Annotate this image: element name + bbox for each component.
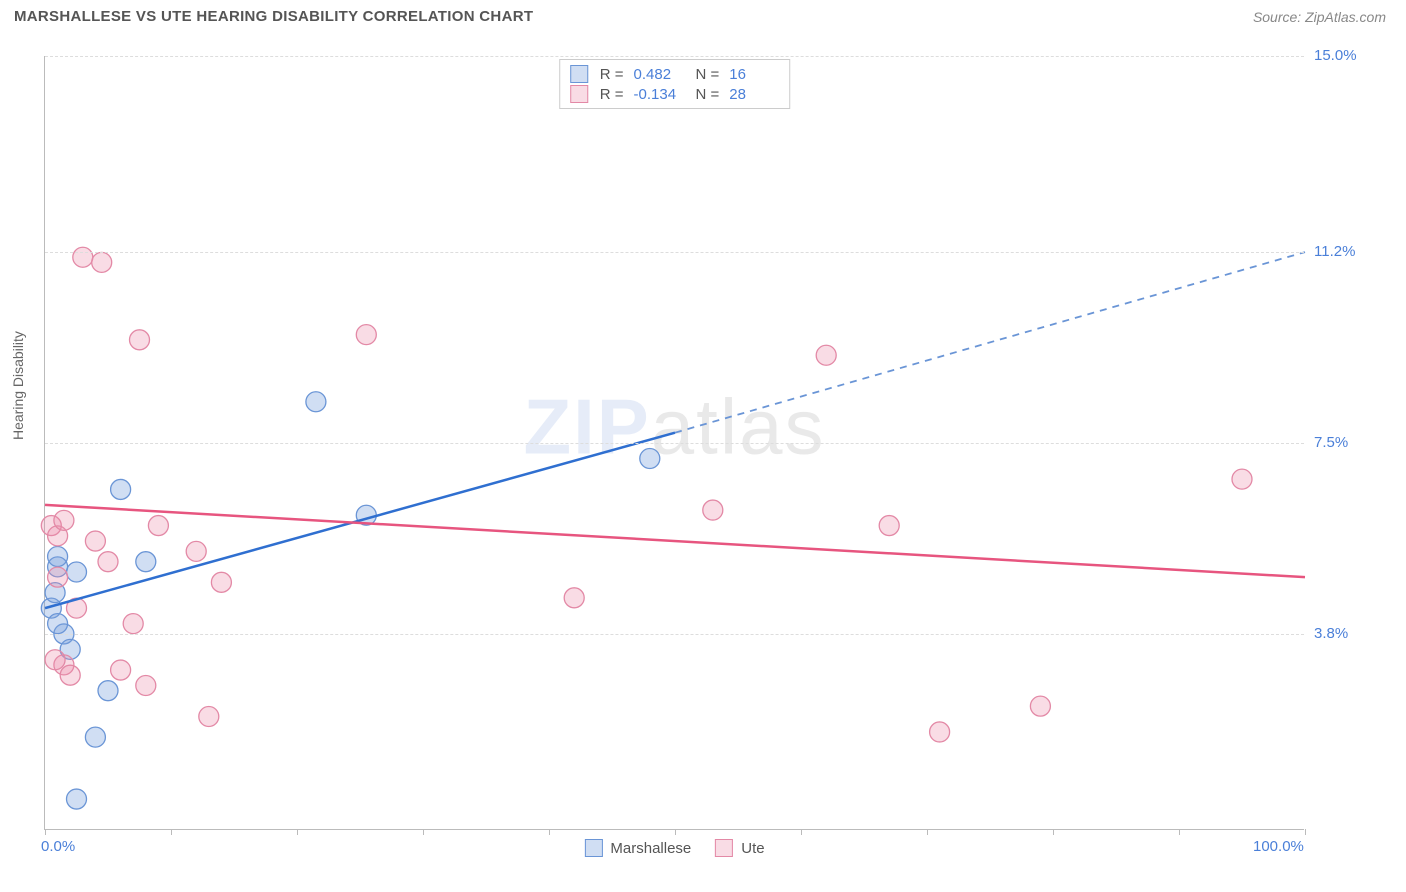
data-point [111, 479, 131, 499]
data-point [306, 392, 326, 412]
x-tickmark [171, 829, 172, 835]
legend-item-ute: Ute [715, 839, 764, 857]
legend-item-marshallese: Marshallese [584, 839, 691, 857]
scatter-chart: ZIPatlas R = 0.482 N = 16 R = -0.134 N =… [44, 56, 1304, 830]
data-point [879, 516, 899, 536]
y-tick-label: 7.5% [1314, 434, 1374, 451]
legend-label-marshallese: Marshallese [610, 840, 691, 857]
data-point [356, 325, 376, 345]
data-point [48, 614, 68, 634]
x-tickmark [45, 829, 46, 835]
y-tick-label: 11.2% [1314, 243, 1374, 260]
x-tickmark [297, 829, 298, 835]
data-point [640, 448, 660, 468]
data-point [148, 516, 168, 536]
data-point [1030, 696, 1050, 716]
data-point [111, 660, 131, 680]
gridline [45, 443, 1304, 444]
legend-swatch-marshallese [584, 839, 602, 857]
data-point [136, 676, 156, 696]
chart-header: MARSHALLESE VS UTE HEARING DISABILITY CO… [0, 0, 1406, 29]
x-tick-label: 0.0% [41, 838, 75, 855]
x-tickmark [675, 829, 676, 835]
data-point [92, 252, 112, 272]
data-point [930, 722, 950, 742]
x-tick-label: 100.0% [1253, 838, 1304, 855]
data-point [1232, 469, 1252, 489]
data-point [73, 247, 93, 267]
data-point [48, 567, 68, 587]
gridline [45, 56, 1304, 57]
source-label: Source: ZipAtlas.com [1253, 9, 1386, 25]
data-point [123, 614, 143, 634]
gridline [45, 634, 1304, 635]
trend-line-extrapolated [675, 252, 1305, 433]
y-axis-label: Hearing Disability [10, 331, 26, 440]
series-legend: Marshallese Ute [584, 839, 764, 857]
data-point [67, 789, 87, 809]
chart-title: MARSHALLESE VS UTE HEARING DISABILITY CO… [14, 8, 533, 25]
legend-label-ute: Ute [741, 840, 764, 857]
x-tickmark [1179, 829, 1180, 835]
data-point [186, 541, 206, 561]
data-point [130, 330, 150, 350]
data-point [98, 681, 118, 701]
data-point [564, 588, 584, 608]
data-point [98, 552, 118, 572]
data-point [85, 531, 105, 551]
trend-line [45, 505, 1305, 577]
data-point [54, 510, 74, 530]
data-point [45, 650, 65, 670]
data-point [199, 706, 219, 726]
gridline [45, 252, 1304, 253]
trend-line [45, 433, 675, 608]
data-point [136, 552, 156, 572]
x-tickmark [1053, 829, 1054, 835]
y-tick-label: 3.8% [1314, 625, 1374, 642]
data-point [67, 562, 87, 582]
x-tickmark [927, 829, 928, 835]
x-tickmark [423, 829, 424, 835]
x-tickmark [801, 829, 802, 835]
data-point [85, 727, 105, 747]
data-point [816, 345, 836, 365]
data-point [48, 547, 68, 567]
data-point [703, 500, 723, 520]
y-tick-label: 15.0% [1314, 47, 1374, 64]
x-tickmark [1305, 829, 1306, 835]
x-tickmark [549, 829, 550, 835]
legend-swatch-ute [715, 839, 733, 857]
data-point [211, 572, 231, 592]
data-point [60, 665, 80, 685]
